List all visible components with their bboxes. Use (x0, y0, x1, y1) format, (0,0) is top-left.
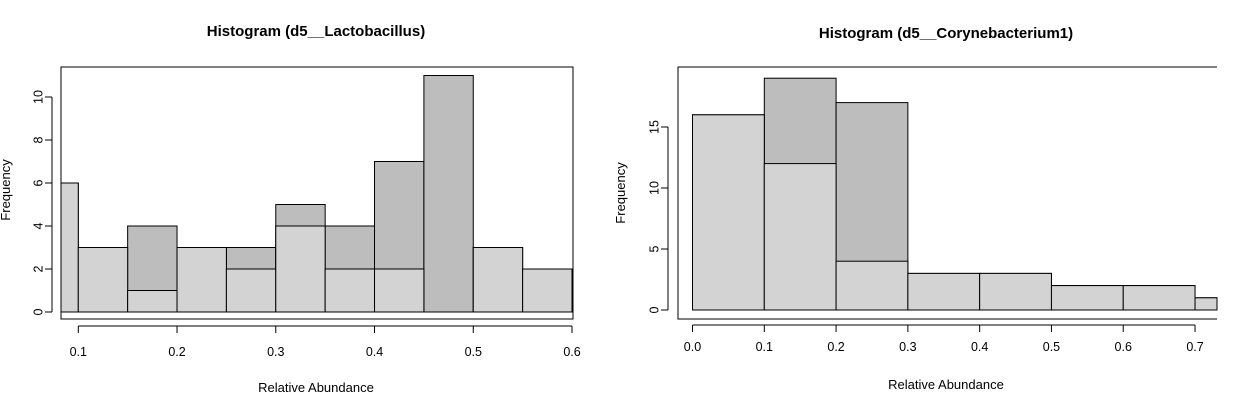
y-tick-label: 2 (31, 265, 45, 272)
y-axis-label: Frequency (0, 159, 13, 221)
bars-group (60, 75, 573, 313)
histogram-bar (127, 290, 178, 313)
histogram-bar (324, 268, 376, 313)
y-tick-label: 15 (647, 120, 661, 134)
y-tick-label: 10 (31, 90, 45, 104)
histogram-bar (77, 247, 129, 313)
histogram-bar (275, 225, 326, 313)
x-tick-label: 0.4 (971, 340, 988, 354)
x-tick-label: 0.7 (1186, 340, 1203, 354)
x-axis: 0.1 0.2 0.3 0.4 0.5 0.6 (70, 325, 581, 359)
x-tick-label: 0.0 (684, 340, 701, 354)
histogram-bar (979, 272, 1052, 311)
histogram-bar (472, 247, 524, 313)
x-tick-label: 0.6 (563, 345, 580, 359)
x-tick-label: 0.1 (756, 340, 773, 354)
histogram-bar (522, 268, 573, 313)
x-tick-label: 0.4 (366, 345, 383, 359)
y-tick-label: 0 (647, 306, 661, 313)
x-axis-label: Relative Abundance (888, 377, 1004, 392)
x-tick-label: 0.1 (70, 345, 87, 359)
chart-title: Histogram (d5__Lactobacillus) (207, 23, 425, 40)
histogram-bar (374, 268, 425, 313)
y-tick-label: 5 (647, 245, 661, 252)
histogram-bar (60, 182, 79, 313)
x-tick-label: 0.2 (827, 340, 844, 354)
histogram-bar (1122, 285, 1196, 311)
y-tick-label: 6 (31, 179, 45, 186)
plot-frame (60, 66, 574, 320)
y-tick-label: 4 (31, 222, 45, 229)
plot-frame (677, 66, 1217, 320)
y-axis-label: Frequency (613, 162, 628, 224)
histogram-bar (835, 260, 909, 311)
y-tick-label: 0 (31, 308, 45, 315)
y-axis: 0 2 4 6 8 10 (31, 90, 53, 315)
x-tick-label: 0.5 (1043, 340, 1060, 354)
x-axis-label: Relative Abundance (258, 380, 374, 395)
x-tick-label: 0.3 (899, 340, 916, 354)
histogram-bar (907, 272, 981, 311)
histogram-bar (423, 75, 474, 313)
histogram-bar (176, 247, 227, 313)
y-axis: 0 5 10 15 (647, 120, 669, 313)
histogram-panel-lactobacillus: Histogram (d5__Lactobacillus) Relative A… (0, 23, 581, 395)
histogram-bar (692, 114, 765, 311)
histogram-panel-corynebacterium1: Histogram (d5__Corynebacterium1) Relativ… (613, 25, 1218, 392)
y-tick-label: 8 (31, 136, 45, 143)
x-axis: 0.0 0.1 0.2 0.3 0.4 0.5 0.6 0.7 (684, 324, 1204, 354)
x-tick-label: 0.3 (267, 345, 284, 359)
x-tick-label: 0.5 (465, 345, 482, 359)
histogram-bar (1194, 297, 1218, 311)
bars-group (692, 77, 1218, 311)
x-tick-label: 0.2 (168, 345, 185, 359)
histogram-bar (763, 163, 837, 311)
y-tick-label: 10 (647, 181, 661, 195)
x-tick-label: 0.6 (1115, 340, 1132, 354)
histogram-bar (225, 268, 277, 313)
chart-title: Histogram (d5__Corynebacterium1) (819, 25, 1073, 42)
histogram-bar (1050, 285, 1124, 311)
